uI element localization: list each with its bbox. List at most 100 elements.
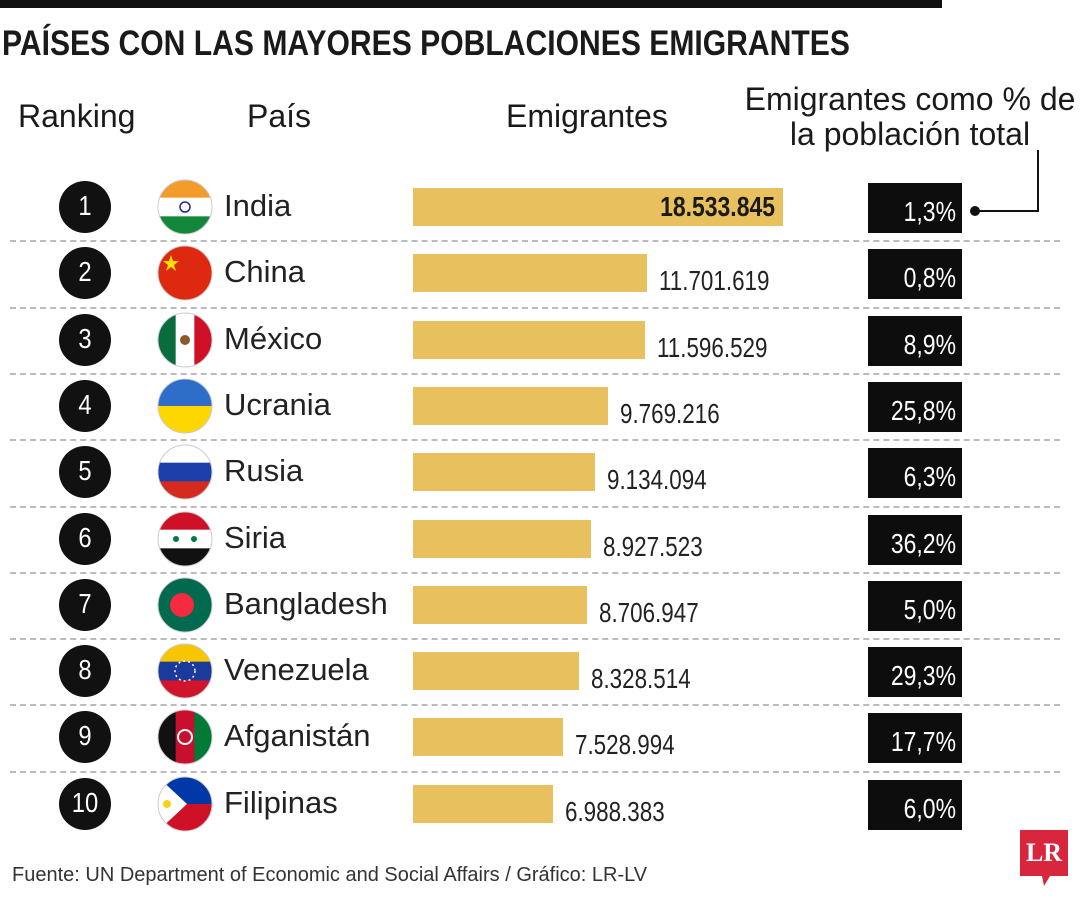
- bar: [413, 519, 592, 558]
- column-header: País: [247, 98, 312, 134]
- percent-box: [868, 580, 962, 631]
- source: Fuente: UN Department of Economic and So…: [12, 864, 648, 886]
- bar: [413, 784, 553, 823]
- rank-badge: [59, 578, 111, 631]
- rank-badge: [59, 711, 111, 764]
- country-name: Afganistán: [224, 718, 371, 754]
- bar: [413, 453, 596, 492]
- value-label: 9.769.216: [620, 397, 720, 429]
- chart-title: PAÍSES CON LAS MAYORES POBLACIONES EMIGR…: [2, 24, 850, 63]
- rank-badge: [59, 247, 111, 300]
- percent-label: 5,0%: [903, 593, 956, 625]
- row-divider: [10, 505, 1060, 508]
- value-label: 7.528.994: [575, 729, 675, 761]
- percent-label: 36,2%: [890, 527, 956, 559]
- flag: [157, 245, 213, 301]
- rank-badge: [59, 313, 111, 366]
- rank-badge: [59, 446, 111, 499]
- row-divider: [10, 306, 1060, 309]
- country-name: Rusia: [224, 453, 304, 489]
- percent-box: [868, 647, 962, 698]
- row-divider: [10, 571, 1060, 574]
- flag: [157, 511, 213, 566]
- flag: [157, 312, 213, 368]
- percent-box: [868, 381, 962, 432]
- rank-label: 10: [71, 786, 99, 818]
- row-divider: [10, 240, 1060, 243]
- column-header: Emigrantes: [506, 98, 668, 134]
- column-header: Emigrantes como % de la población total: [744, 81, 1076, 152]
- rank-badge: [59, 777, 111, 830]
- value-label: 8.328.514: [591, 663, 691, 695]
- percent-label: 6,0%: [903, 792, 956, 824]
- percent-label: 1,3%: [903, 196, 956, 227]
- percent-label: 17,7%: [890, 726, 956, 758]
- bar: [413, 254, 647, 293]
- value-label: 9.134.094: [607, 464, 708, 496]
- bar: [413, 386, 609, 425]
- bar: [413, 652, 580, 691]
- bar: [413, 320, 645, 359]
- row-divider: [10, 770, 1060, 773]
- value-label: 18.533.845: [660, 191, 775, 222]
- rank-label: 3: [78, 322, 92, 354]
- rank-label: 6: [78, 521, 92, 553]
- value-label: 8.706.947: [598, 596, 699, 628]
- flag: [157, 643, 213, 699]
- percent-box: [868, 183, 962, 233]
- rank-label: 9: [78, 720, 92, 752]
- country-name: India: [224, 188, 292, 223]
- percent-box: [868, 779, 962, 830]
- percent-box: [868, 713, 962, 764]
- rank-badge: [59, 512, 111, 565]
- percent-label: 6,3%: [903, 461, 956, 493]
- percent-label: 0,8%: [903, 262, 956, 294]
- flag: [157, 709, 213, 765]
- logo-box: [1020, 830, 1068, 886]
- value-label: 8.927.523: [603, 530, 703, 562]
- percent-label: 25,8%: [890, 394, 956, 426]
- row-divider: [10, 704, 1060, 707]
- logo: LR: [1025, 838, 1063, 867]
- percent-box: [868, 448, 962, 499]
- flag: [157, 776, 213, 832]
- country-name: China: [224, 254, 305, 290]
- rank-label: 2: [78, 256, 92, 288]
- rank-label: 1: [78, 190, 92, 221]
- country-name: México: [224, 320, 323, 356]
- connector: [970, 150, 1039, 216]
- flag: [157, 378, 213, 434]
- rank-badge: [59, 181, 111, 233]
- rank-label: 8: [78, 654, 92, 686]
- rank-label: 7: [78, 587, 92, 619]
- percent-box: [868, 249, 962, 300]
- percent-box: [868, 514, 962, 565]
- row-divider: [10, 372, 1060, 375]
- top-rule: [0, 0, 942, 8]
- row-divider: [10, 439, 1060, 442]
- rank-badge: [59, 379, 111, 432]
- value-label: 11.596.529: [656, 331, 767, 363]
- value-label: 6.988.383: [564, 795, 665, 827]
- bar: [413, 585, 587, 624]
- percent-label: 8,9%: [903, 328, 956, 360]
- percent-label: 29,3%: [890, 660, 956, 692]
- country-name: Bangladesh: [224, 585, 388, 621]
- country-name: Filipinas: [224, 784, 338, 820]
- country-name: Venezuela: [224, 652, 369, 688]
- rank-label: 4: [78, 388, 92, 420]
- rank-badge: [59, 645, 111, 698]
- column-header: Ranking: [18, 98, 136, 134]
- rank-label: 5: [78, 455, 92, 487]
- flag: [157, 444, 213, 500]
- row-divider: [10, 638, 1060, 641]
- value-label: 11.701.619: [658, 265, 770, 297]
- flag: [157, 577, 213, 633]
- percent-box: [868, 315, 962, 366]
- flag: [157, 179, 213, 235]
- country-name: Siria: [224, 519, 287, 555]
- country-name: Ucrania: [224, 386, 331, 422]
- bar: [413, 718, 564, 757]
- bar: [413, 188, 783, 226]
